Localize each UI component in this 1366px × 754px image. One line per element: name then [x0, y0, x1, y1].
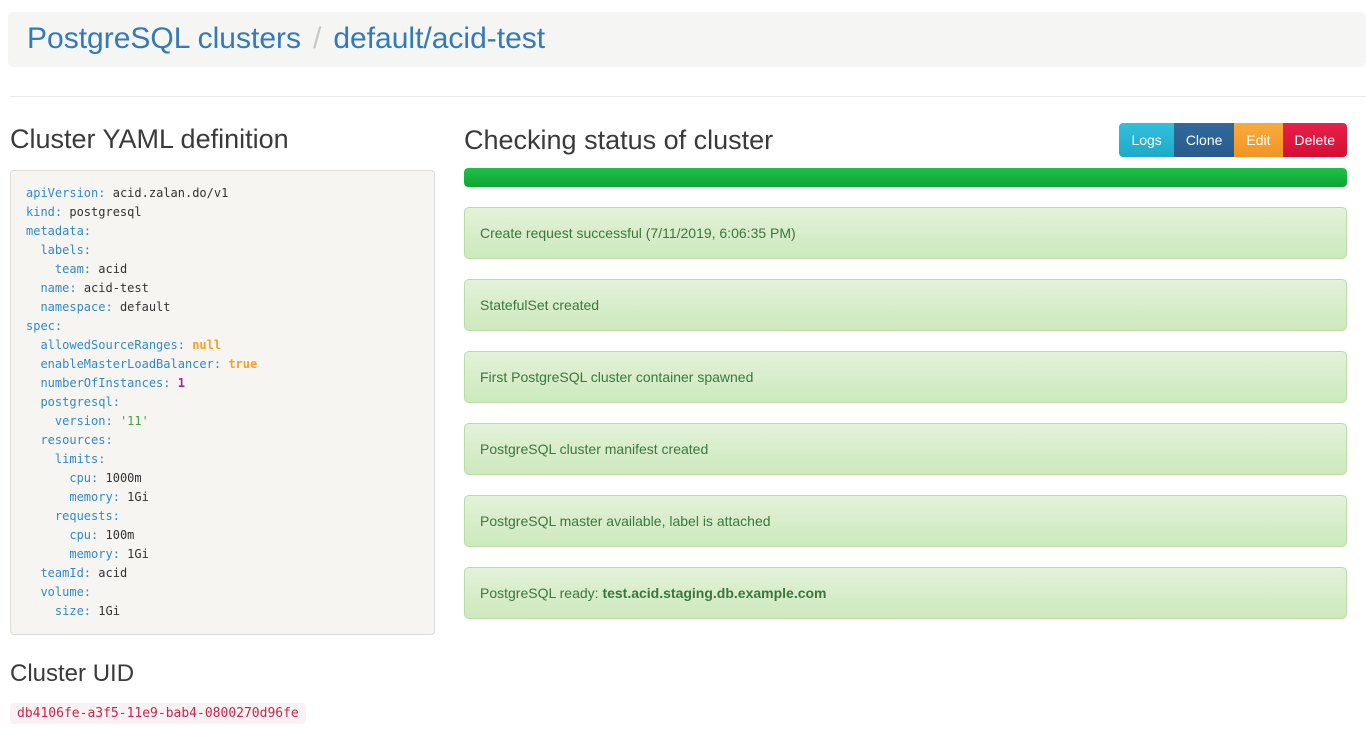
- yaml-line: teamId: acid: [40, 566, 128, 580]
- yaml-line: resources:: [40, 433, 113, 447]
- status-alert: First PostgreSQL cluster container spawn…: [464, 351, 1347, 403]
- yaml-line: cpu: 1000m: [69, 471, 142, 485]
- yaml-line: spec:: [26, 319, 63, 333]
- yaml-line: allowedSourceRanges: null: [40, 338, 222, 352]
- status-progress: [464, 168, 1347, 187]
- uid-section-title: Cluster UID: [10, 660, 135, 687]
- yaml-line: requests:: [54, 509, 120, 523]
- yaml-code: apiVersion: acid.zalan.do/v1 kind: postgr…: [10, 170, 435, 635]
- status-header-row: Checking status of cluster Logs Clone Edit…: [464, 123, 1347, 157]
- yaml-line: numberOfInstances: 1: [40, 376, 185, 390]
- yaml-column: Cluster YAML definition apiVersion: acid…: [10, 97, 435, 724]
- status-alert: StatefulSet created: [464, 279, 1347, 331]
- yaml-line: cpu: 100m: [69, 528, 135, 542]
- status-section-title: Checking status of cluster: [464, 124, 774, 155]
- yaml-line: kind: postgresql: [26, 205, 142, 219]
- yaml-line: labels:: [40, 243, 92, 257]
- yaml-line: enableMasterLoadBalancer: true: [40, 357, 258, 371]
- yaml-line: name: acid-test: [40, 281, 149, 295]
- breadcrumb: PostgreSQL clusters / default/acid-test: [8, 12, 1366, 67]
- yaml-line: limits:: [54, 452, 106, 466]
- cluster-uid-value: db4106fe-a3f5-11e9-bab4-0800270d96fe: [10, 703, 306, 724]
- edit-button[interactable]: Edit: [1234, 123, 1283, 157]
- yaml-line: size: 1Gi: [54, 604, 120, 618]
- yaml-line: postgresql:: [40, 395, 120, 409]
- yaml-line: team: acid: [54, 262, 128, 276]
- breadcrumb-current-link[interactable]: default/acid-test: [333, 22, 546, 55]
- breadcrumb-root-link[interactable]: PostgreSQL clusters: [27, 22, 301, 55]
- yaml-line: memory: 1Gi: [69, 547, 149, 561]
- breadcrumb-separator: /: [313, 22, 322, 55]
- status-alert: PostgreSQL ready: test.acid.staging.db.e…: [464, 567, 1347, 619]
- clone-button[interactable]: Clone: [1173, 123, 1235, 157]
- main-content: Cluster YAML definition apiVersion: acid…: [0, 97, 1366, 754]
- yaml-line: metadata:: [26, 224, 92, 238]
- yaml-line: volume:: [40, 585, 92, 599]
- status-alert: PostgreSQL cluster manifest created: [464, 423, 1347, 475]
- yaml-line: memory: 1Gi: [69, 490, 149, 504]
- header-divider: [10, 96, 1366, 97]
- cluster-action-button-group: Logs Clone Edit Delete: [1119, 123, 1347, 157]
- status-alert-hostname: test.acid.staging.db.example.com: [602, 585, 827, 601]
- status-message-list: Create request successful (7/11/2019, 6:…: [464, 207, 1347, 619]
- yaml-line: apiVersion: acid.zalan.do/v1: [26, 186, 229, 200]
- logs-button[interactable]: Logs: [1119, 123, 1174, 157]
- status-alert: Create request successful (7/11/2019, 6:…: [464, 207, 1347, 259]
- yaml-section-title: Cluster YAML definition: [10, 124, 289, 154]
- yaml-line: version: '11': [54, 414, 149, 428]
- yaml-line: namespace: default: [40, 300, 171, 314]
- status-progress-bar: [464, 168, 1347, 187]
- delete-button[interactable]: Delete: [1282, 123, 1347, 157]
- status-column: Checking status of cluster Logs Clone Edit…: [464, 97, 1347, 639]
- status-alert: PostgreSQL master available, label is at…: [464, 495, 1347, 547]
